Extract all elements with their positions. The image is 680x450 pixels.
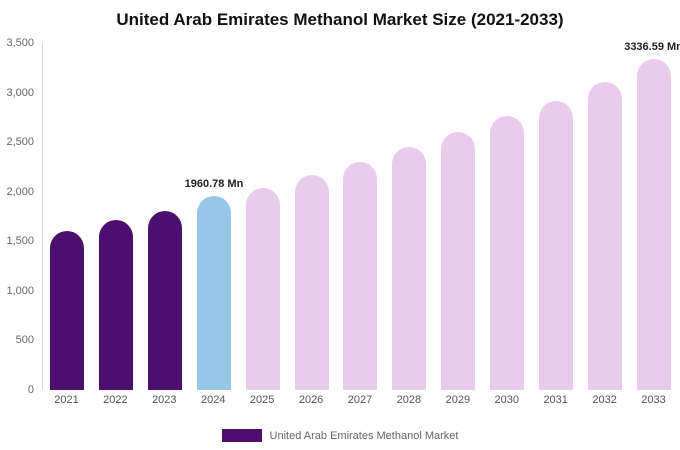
y-tick-label: 1,000 xyxy=(6,284,34,297)
bar-slot-2033: 3336.59 Mn xyxy=(624,41,680,390)
x-tick-label-2024: 2024 xyxy=(200,394,226,406)
y-tick-label: 2,500 xyxy=(6,136,34,149)
x-tick-label-2033: 2033 xyxy=(641,394,666,406)
plot-area: 1960.78 Mn 3336.59 Mn xyxy=(42,41,680,390)
x-tick-label-2032: 2032 xyxy=(592,394,617,406)
bar-2026[interactable] xyxy=(294,174,329,390)
y-tick-label: 0 xyxy=(27,384,34,396)
y-tick-label: 2,000 xyxy=(6,185,34,198)
y-axis-ticks: 0 500 1,000 1,500 2,000 2,500 3,000 3,500 xyxy=(0,37,37,396)
bar-slot-2021 xyxy=(43,43,92,390)
bar-2022[interactable] xyxy=(99,220,134,390)
bar-slot-2023 xyxy=(141,43,190,390)
y-tick-label: 500 xyxy=(15,334,34,347)
bar-slot-2031 xyxy=(531,43,580,390)
data-label-2033: 3336.59 Mn xyxy=(624,41,680,54)
x-axis-labels: 2021 2022 2023 2024 2025 2026 2027 2028 2029 2030… xyxy=(42,394,678,410)
bar-2025[interactable] xyxy=(245,187,280,390)
x-tick-label-2025: 2025 xyxy=(249,394,275,406)
bar-slot-2032 xyxy=(580,43,629,390)
x-tick-label-2023: 2023 xyxy=(152,394,177,406)
x-tick-label-2022: 2022 xyxy=(103,394,128,406)
legend-label: United Arab Emirates Methanol Market xyxy=(269,429,459,442)
x-tick-label-2026: 2026 xyxy=(298,394,324,406)
legend[interactable]: United Arab Emirates Methanol Market xyxy=(0,429,680,442)
bar-slot-2027 xyxy=(336,43,385,390)
bar-2032[interactable] xyxy=(587,81,622,390)
y-tick-label: 3,000 xyxy=(6,86,34,99)
bar-slot-2028 xyxy=(385,43,434,390)
bar-2030[interactable] xyxy=(490,116,525,390)
bar-slot-2025 xyxy=(238,43,287,390)
y-tick-label: 3,500 xyxy=(6,37,34,49)
x-tick-label-2021: 2021 xyxy=(54,394,79,406)
x-tick-label-2028: 2028 xyxy=(396,394,422,406)
bar-slot-2024: 1960.78 Mn xyxy=(185,43,243,390)
bar-2027[interactable] xyxy=(343,161,378,390)
chart-title: United Arab Emirates Methanol Market Siz… xyxy=(116,10,564,29)
legend-swatch xyxy=(221,429,262,442)
bar-2028[interactable] xyxy=(392,147,427,390)
x-tick-label-2031: 2031 xyxy=(543,394,568,406)
bar-2031[interactable] xyxy=(538,100,573,390)
x-tick-label-2030: 2030 xyxy=(494,394,519,406)
bar-2024[interactable] xyxy=(196,195,231,390)
bar-2033[interactable] xyxy=(636,59,671,390)
bar-slot-2022 xyxy=(92,43,141,390)
bar-2029[interactable] xyxy=(441,132,476,390)
bar-slot-2026 xyxy=(287,43,336,390)
y-tick-label: 1,500 xyxy=(6,235,34,248)
bar-slot-2029 xyxy=(434,43,483,390)
bar-slot-2030 xyxy=(483,43,532,390)
x-tick-label-2027: 2027 xyxy=(347,394,373,406)
data-label-2024: 1960.78 Mn xyxy=(184,177,244,190)
bar-2023[interactable] xyxy=(148,210,183,390)
bar-2021[interactable] xyxy=(50,231,85,390)
x-tick-label-2029: 2029 xyxy=(445,394,471,406)
